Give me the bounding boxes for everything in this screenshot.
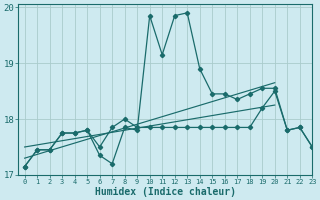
X-axis label: Humidex (Indice chaleur): Humidex (Indice chaleur) (95, 186, 236, 197)
